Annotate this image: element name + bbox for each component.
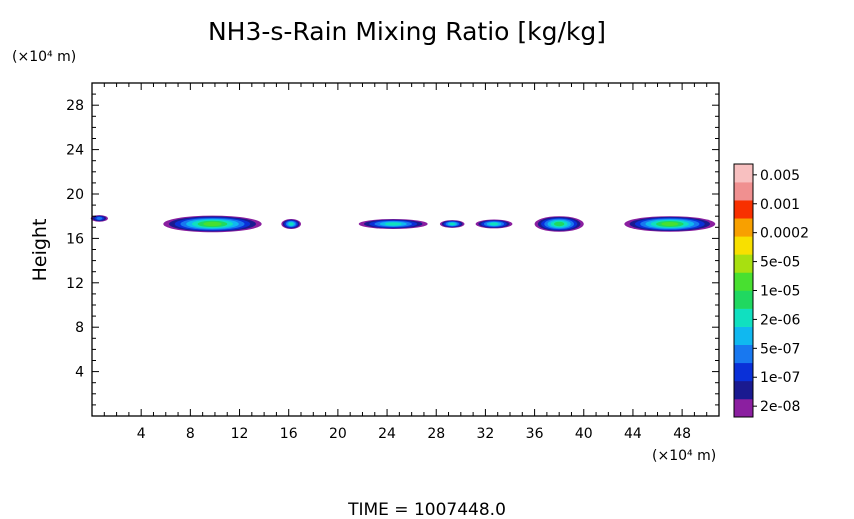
cloud-patch <box>624 216 716 232</box>
x-tick-label: 4 <box>137 426 146 442</box>
x-tick-label: 44 <box>624 426 642 442</box>
colorbar-label: 0.0002 <box>760 226 809 242</box>
y-unit-label: (×10⁴ m) <box>12 49 76 65</box>
x-tick-label: 20 <box>329 426 347 442</box>
colorbar-swatch <box>734 290 753 309</box>
cloud-patch <box>163 215 262 233</box>
colorbar-swatch <box>734 182 753 201</box>
colorbar-label: 0.001 <box>760 197 800 213</box>
y-tick-label: 24 <box>66 143 84 159</box>
x-tick-label: 40 <box>575 426 593 442</box>
cloud-contour <box>489 222 499 226</box>
colorbar-swatch <box>734 326 753 346</box>
x-tick-label: 48 <box>673 426 691 442</box>
colorbar: 2e-08 1e-07 5e-07 2e-06 1e-05 5e-05 0.0002 0.00… <box>733 163 809 418</box>
colorbar-swatch <box>734 200 753 219</box>
cloud-contour <box>449 222 456 226</box>
cloud-contour <box>288 222 294 226</box>
x-tick-label: 36 <box>526 426 544 442</box>
chart-title: NH3-s-Rain Mixing Ratio [kg/kg] <box>208 17 606 46</box>
cloud-contour <box>661 221 679 226</box>
time-footer: TIME = 1007448.0 <box>347 500 506 519</box>
colorbar-label: 1e-07 <box>760 370 800 386</box>
cloud-contour <box>384 222 402 226</box>
colorbar-swatch <box>734 344 753 364</box>
colorbar-label: 1e-05 <box>760 284 800 300</box>
x-tick-label: 12 <box>231 426 249 442</box>
plot-frame <box>91 82 720 417</box>
cloud-patch <box>90 215 108 222</box>
y-axis: 4 8 12 16 20 24 28 <box>66 93 719 406</box>
colorbar-swatch <box>734 398 753 418</box>
cloud-patch <box>281 218 301 229</box>
y-tick-label: 28 <box>66 98 84 114</box>
colorbar-swatch <box>734 362 753 382</box>
colorbar-swatch <box>734 308 753 327</box>
colorbar-label: 2e-08 <box>760 399 800 415</box>
colorbar-swatch <box>734 218 753 237</box>
y-tick-label: 16 <box>66 231 84 247</box>
colorbar-swatch <box>734 254 753 273</box>
y-tick-label: 20 <box>66 187 84 203</box>
x-tick-label: 24 <box>378 426 396 442</box>
y-axis-label: Height <box>29 219 51 282</box>
cloud-contour <box>96 216 103 220</box>
colorbar-swatch <box>734 272 753 291</box>
colorbar-swatch <box>734 380 753 400</box>
colorbar-swatch <box>734 236 753 255</box>
colorbar-label: 5e-05 <box>760 255 800 271</box>
x-tick-label: 28 <box>427 426 445 442</box>
cloud-patch <box>358 218 428 229</box>
x-tick-label: 16 <box>280 426 298 442</box>
y-tick-label: 4 <box>75 365 84 381</box>
y-tick-label: 12 <box>66 276 84 292</box>
cloud-contour <box>203 221 222 227</box>
colorbar-label: 2e-06 <box>760 312 800 328</box>
cloud-patches <box>90 215 716 233</box>
y-tick-label: 8 <box>75 320 84 336</box>
cloud-patch <box>439 220 465 228</box>
colorbar-label: 0.005 <box>760 168 800 184</box>
cloud-contour <box>554 221 565 227</box>
x-tick-label: 32 <box>476 426 494 442</box>
cloud-patch <box>534 216 584 232</box>
x-axis: 4 8 12 16 20 24 28 32 36 40 44 48 <box>91 83 720 442</box>
colorbar-swatch <box>734 164 753 183</box>
x-unit-label: (×10⁴ m) <box>652 448 716 464</box>
cloud-patch <box>475 219 513 229</box>
colorbar-label: 5e-07 <box>760 341 800 357</box>
x-tick-label: 8 <box>186 426 195 442</box>
